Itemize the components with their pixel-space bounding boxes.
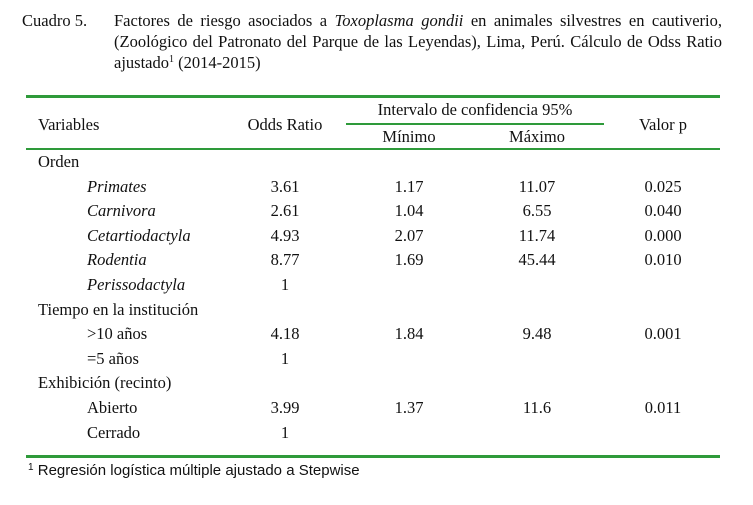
variable-label: >10 años	[87, 324, 148, 344]
table-bottom-rule	[26, 455, 720, 458]
header-minimum: Mínimo	[382, 127, 436, 146]
odds-ratio-cell: 1	[280, 422, 290, 442]
variable-label: Carnivora	[87, 201, 156, 221]
p-value-cell: 0.000	[644, 225, 682, 245]
caption-superscript: 1	[169, 54, 174, 65]
footnote-superscript: 1	[28, 462, 34, 473]
p-value-cell: 0.025	[644, 176, 682, 196]
ci-min-cell: 2.07	[394, 225, 424, 245]
ci-max-cell: 45.44	[518, 250, 556, 270]
footnote: 1 Regresión logística múltiple ajustado …	[28, 462, 360, 479]
table-header-rule	[26, 148, 720, 150]
ci-min-cell: 1.04	[394, 201, 424, 221]
ci-min-cell: 1.37	[394, 398, 424, 417]
table-group-row: Exhibición (recinto)	[0, 373, 753, 397]
odds-ratio-cell: 1	[280, 348, 290, 368]
ci-max-cell: 9.48	[522, 324, 552, 344]
variable-label: Primates	[87, 176, 147, 196]
p-value-cell: 0.011	[644, 398, 682, 417]
caption-text-post: en animales silvestres en cautiverio, (Z…	[114, 11, 723, 72]
table-row: Cerrado 1	[0, 423, 753, 447]
ci-min-cell: 1.84	[394, 324, 424, 344]
header-confidence-interval: Intervalo de confidencia 95%	[377, 100, 573, 119]
odds-ratio-cell: 8.77	[270, 250, 300, 270]
ci-max-cell: 11.07	[518, 176, 556, 196]
variable-label: Cerrado	[87, 422, 141, 442]
ci-max-cell: 11.6	[522, 398, 552, 417]
odds-ratio-cell: 2.61	[270, 201, 300, 221]
caption-years: (2014-2015)	[174, 53, 261, 72]
header-maximum: Máximo	[509, 127, 565, 146]
odds-ratio-cell: 3.99	[270, 398, 300, 417]
header-p-value: Valor p	[638, 115, 688, 134]
p-value-cell: 0.010	[644, 250, 682, 270]
odds-ratio-cell: 3.61	[270, 176, 300, 196]
caption-text: Factores de riesgo asociados a Toxoplasm…	[114, 10, 722, 73]
table-row: Rodentia 8.77 1.69 45.44 0.010	[0, 250, 753, 274]
header-odds-ratio: Odds Ratio	[247, 115, 323, 134]
ci-max-cell: 11.74	[518, 225, 556, 245]
table-row: >10 años 4.18 1.84 9.48 0.001	[0, 324, 753, 348]
table-row: Primates 3.61 1.17 11.07 0.025	[0, 177, 753, 201]
table-row: =5 años 1	[0, 349, 753, 373]
header-variables: Variables	[38, 115, 100, 134]
table-caption: Cuadro 5. Factores de riesgo asociados a…	[22, 10, 722, 73]
odds-ratio-cell: 4.93	[270, 225, 300, 245]
table-row: Cetartiodactyla 4.93 2.07 11.74 0.000	[0, 226, 753, 250]
caption-text-pre: Factores de riesgo asociados a	[114, 11, 335, 30]
ci-max-cell: 6.55	[522, 201, 552, 221]
table-row: Carnivora 2.61 1.04 6.55 0.040	[0, 201, 753, 225]
group-label: Exhibición (recinto)	[38, 373, 172, 393]
table-top-rule	[26, 95, 720, 98]
group-label: Tiempo en la institución	[38, 299, 199, 319]
variable-label: Rodentia	[87, 250, 147, 270]
table-group-row: Tiempo en la institución	[0, 300, 753, 324]
group-label: Orden	[38, 152, 80, 171]
ci-header-rule	[346, 123, 604, 125]
table-row: Perissodactyla 1	[0, 275, 753, 299]
variable-label: Perissodactyla	[87, 275, 186, 294]
caption-label: Cuadro 5.	[22, 11, 88, 30]
footnote-text: Regresión logística múltiple ajustado a …	[33, 462, 360, 479]
p-value-cell: 0.001	[644, 324, 682, 344]
caption-species: Toxoplasma gondii	[334, 11, 464, 30]
variable-label: Abierto	[87, 398, 138, 417]
ci-min-cell: 1.17	[394, 176, 424, 196]
odds-ratio-cell: 4.18	[270, 324, 300, 344]
variable-label: =5 años	[87, 348, 139, 368]
ci-min-cell: 1.69	[394, 250, 424, 270]
table-row: Abierto 3.99 1.37 11.6 0.011	[0, 398, 753, 422]
table-group-row: Orden	[0, 152, 753, 176]
variable-label: Cetartiodactyla	[87, 225, 191, 245]
odds-ratio-cell: 1	[280, 275, 290, 294]
p-value-cell: 0.040	[644, 201, 682, 221]
